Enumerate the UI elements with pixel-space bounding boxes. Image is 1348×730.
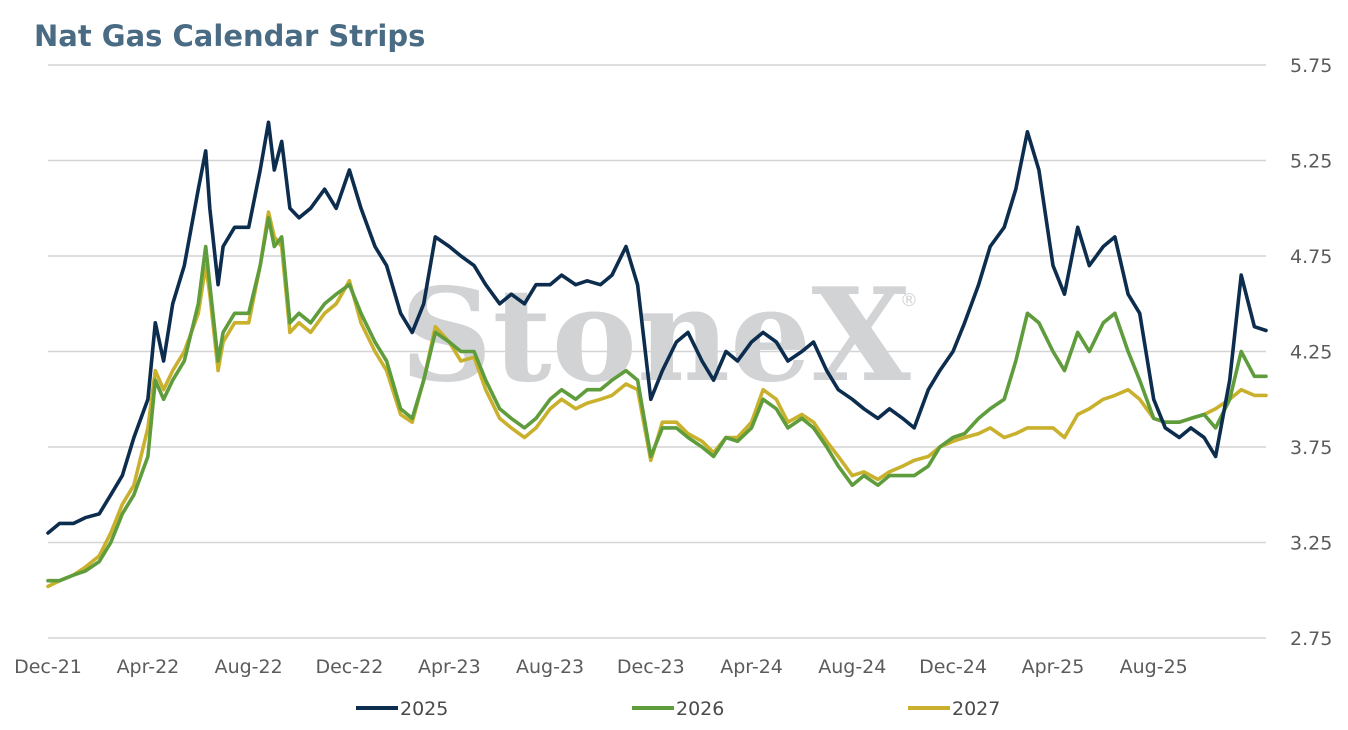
watermark-registered-icon: ® [900, 290, 918, 311]
x-tick-label: Apr-25 [1022, 656, 1085, 678]
stonex-watermark: StoneX ® [400, 261, 918, 411]
y-tick-label: 3.25 [1290, 533, 1332, 555]
x-tick-label: Aug-22 [215, 656, 283, 678]
x-tick-label: Aug-24 [818, 656, 886, 678]
legend-item-2026: 2026 [632, 698, 724, 720]
legend-item-2025: 2025 [356, 698, 448, 720]
gridlines [48, 64, 1266, 639]
y-tick-label: 4.75 [1290, 246, 1332, 268]
x-tick-label: Dec-21 [14, 656, 82, 678]
y-tick-label: 3.75 [1290, 437, 1332, 459]
x-tick-label: Apr-23 [418, 656, 481, 678]
y-axis-tick-labels: 2.75 3.25 3.75 4.25 4.75 5.25 5.75 [1290, 55, 1332, 650]
y-tick-label: 2.75 [1290, 628, 1332, 650]
legend: 2025 2026 2027 [356, 698, 1000, 720]
y-tick-label: 4.25 [1290, 342, 1332, 364]
x-tick-label: Apr-22 [117, 656, 180, 678]
y-tick-label: 5.25 [1290, 151, 1332, 173]
series-line-2026 [46, 216, 1268, 583]
legend-label: 2027 [952, 698, 1000, 720]
x-tick-label: Dec-23 [617, 656, 685, 678]
x-tick-label: Aug-23 [516, 656, 584, 678]
x-tick-label: Dec-22 [315, 656, 383, 678]
legend-label: 2025 [400, 698, 448, 720]
legend-item-2027: 2027 [908, 698, 1000, 720]
series-lines [46, 120, 1268, 589]
x-tick-label: Dec-24 [919, 656, 987, 678]
x-tick-label: Apr-24 [720, 656, 783, 678]
legend-label: 2026 [676, 698, 724, 720]
series-line-2025 [46, 120, 1268, 535]
x-axis-tick-labels: Dec-21 Apr-22 Aug-22 Dec-22 Apr-23 Aug-23 Dec-… [14, 656, 1188, 678]
y-tick-label: 5.75 [1290, 55, 1332, 77]
chart-title: Nat Gas Calendar Strips [34, 19, 425, 53]
x-tick-label: Aug-25 [1120, 656, 1188, 678]
